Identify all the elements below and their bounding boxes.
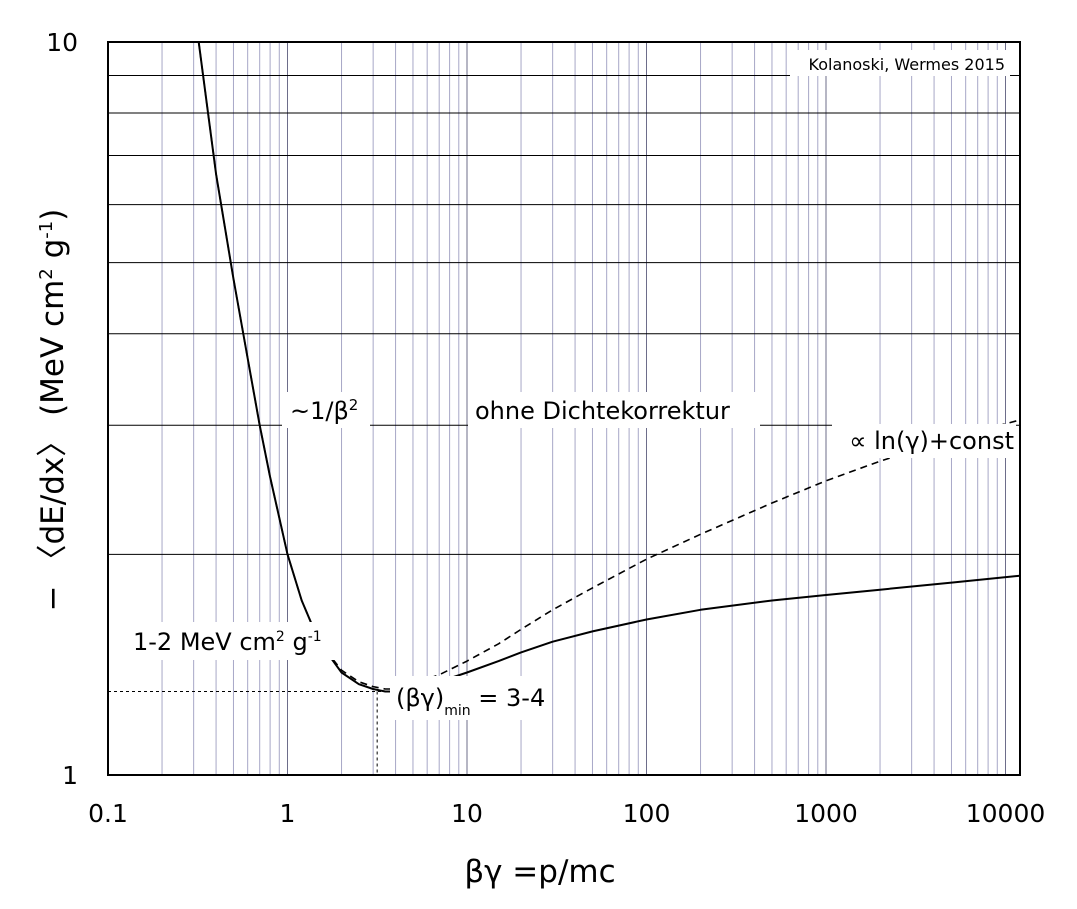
x-axis-label: βγ =p/mc bbox=[464, 854, 615, 890]
y-tick-label: 10 bbox=[46, 28, 78, 57]
series-group bbox=[197, 41, 1020, 693]
min-value-background bbox=[125, 622, 335, 660]
plot-frame bbox=[107, 41, 1021, 776]
series-line-solid bbox=[197, 41, 1020, 693]
x-tick-label: 0.1 bbox=[88, 799, 128, 828]
ohne-dichtekorrektur-label: ohne Dichtekorrektur bbox=[475, 397, 730, 425]
x-tick-label: 1000 bbox=[794, 799, 858, 828]
x-tick-label: 100 bbox=[623, 799, 671, 828]
x-tick-label: 10 bbox=[451, 799, 483, 828]
tick-labels: 0.1 1 10 100 1000 10000 1 10 bbox=[46, 28, 1045, 828]
bg-min-background bbox=[390, 676, 550, 720]
series-line-dashed bbox=[197, 41, 1020, 690]
credit-label: Kolanoski, Wermes 2015 bbox=[809, 55, 1005, 74]
log-gamma-label: ∝ ln(γ)+const bbox=[849, 427, 1014, 455]
beta-label-background bbox=[282, 392, 370, 428]
minimum-value-label: 1-2 MeV cm2 g-1 bbox=[133, 628, 322, 656]
beta-squared-label: ~1/β2 bbox=[290, 396, 358, 425]
beta-gamma-min-label: (βγ)min = 3-4 bbox=[396, 684, 545, 719]
ln-label-background bbox=[832, 424, 1016, 458]
credit-background bbox=[790, 50, 1010, 76]
ohne-label-background bbox=[468, 392, 760, 428]
y-tick-label: 1 bbox=[62, 761, 78, 790]
x-tick-label: 1 bbox=[280, 799, 296, 828]
x-tick-label: 10000 bbox=[966, 799, 1046, 828]
y-axis-label: − 〈dE/dx〉 (MeV cm2 g-1) bbox=[35, 209, 71, 612]
